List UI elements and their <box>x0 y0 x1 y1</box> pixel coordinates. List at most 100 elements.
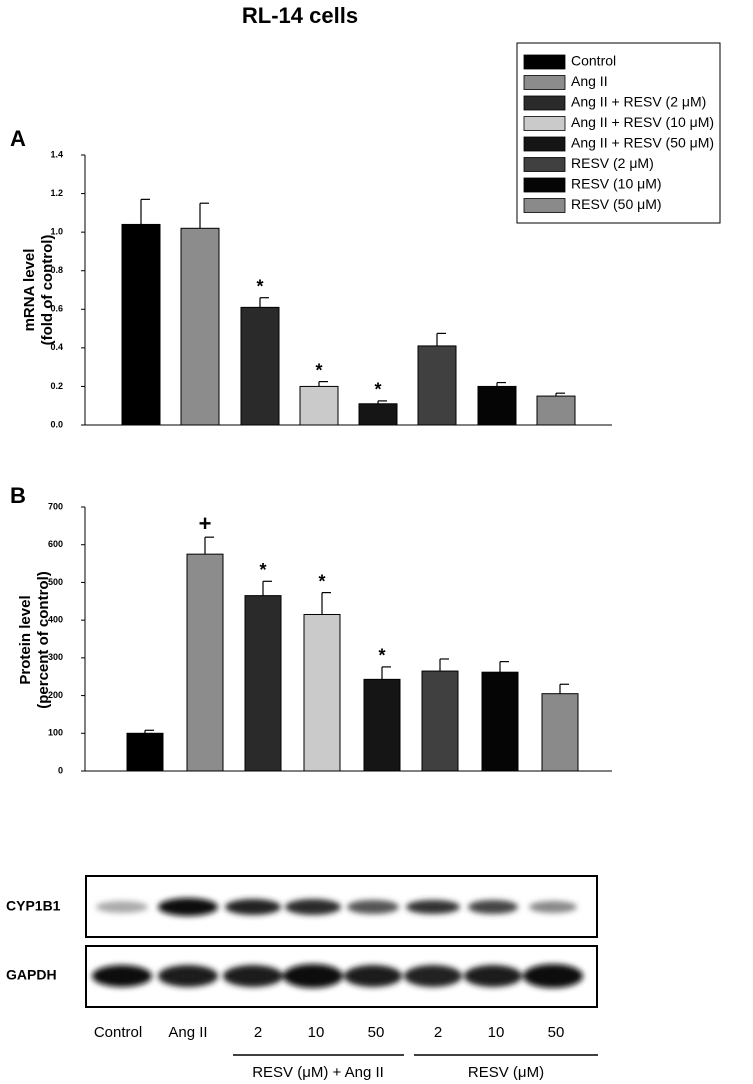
panel-label: A <box>10 126 26 151</box>
legend-label: Ang II <box>571 73 608 89</box>
lane-label: 2 <box>254 1024 262 1041</box>
legend-label: Ang II + RESV (10 μM) <box>571 114 714 130</box>
bar <box>121 223 161 426</box>
legend-swatch <box>523 177 566 193</box>
bar <box>186 553 224 772</box>
band <box>285 899 341 915</box>
bar <box>240 306 280 426</box>
y-tick-label: 1.4 <box>50 149 63 159</box>
bar <box>541 693 579 772</box>
y-tick-label: 300 <box>48 652 63 662</box>
bar <box>299 385 339 426</box>
y-tick-label: 0.4 <box>50 342 63 352</box>
error-bar <box>559 683 569 694</box>
western-blot <box>85 875 598 1056</box>
error-bar <box>199 202 209 229</box>
legend-label: Ang II + RESV (2 μM) <box>571 94 706 110</box>
significance-mark: + <box>199 511 212 536</box>
y-tick-label: 0.8 <box>50 265 63 275</box>
legend-label: RESV (10 μM) <box>571 176 662 192</box>
blot-row-label: CYP1B1 <box>6 898 61 914</box>
legend-swatch <box>523 75 566 90</box>
y-tick-label: 200 <box>48 690 63 700</box>
y-tick-label: 500 <box>48 577 63 587</box>
y-tick-label: 600 <box>48 539 63 549</box>
y-tick-label: 400 <box>48 615 63 625</box>
band <box>344 965 402 987</box>
significance-mark: * <box>318 571 325 591</box>
band <box>523 964 583 988</box>
error-bar <box>499 661 509 673</box>
y-tick-label: 0 <box>58 765 63 775</box>
lane-label: 10 <box>488 1024 505 1041</box>
band <box>529 901 577 913</box>
y-axis-label: mRNA level <box>21 249 38 332</box>
y-tick-label: 1.2 <box>50 188 63 198</box>
y-tick-label: 0.2 <box>50 381 63 391</box>
band <box>92 965 152 987</box>
band <box>468 900 518 914</box>
lane-label: 2 <box>434 1024 442 1041</box>
error-bar <box>436 332 446 346</box>
significance-mark: * <box>259 560 266 580</box>
y-tick-label: 0.6 <box>50 304 63 314</box>
band <box>406 900 460 914</box>
significance-mark: * <box>378 646 385 666</box>
y-tick-label: 1.0 <box>50 227 63 237</box>
error-bar <box>381 666 391 680</box>
y-axis-label: Protein level <box>17 595 34 684</box>
error-bar <box>555 392 565 397</box>
band <box>283 964 343 988</box>
bar <box>417 345 457 426</box>
lane-label: 50 <box>548 1024 565 1041</box>
y-tick-label: 100 <box>48 728 63 738</box>
bar <box>536 395 576 426</box>
blot-row-label: GAPDH <box>6 967 57 983</box>
bar <box>477 385 517 426</box>
error-bar <box>204 536 214 555</box>
legend-label: RESV (50 μM) <box>571 196 662 212</box>
band <box>225 899 281 915</box>
bar <box>126 732 164 772</box>
legend-swatch <box>523 198 566 213</box>
group-label: RESV (μM) <box>468 1064 544 1081</box>
y-tick-label: 0.0 <box>50 419 63 429</box>
error-bar <box>259 297 269 308</box>
error-bar <box>321 592 331 615</box>
legend-swatch <box>523 116 566 131</box>
lane-label: 50 <box>368 1024 385 1041</box>
bar <box>363 678 401 772</box>
band <box>347 900 399 914</box>
error-bar <box>377 400 387 404</box>
group-label: RESV (μM) + Ang II <box>252 1064 384 1081</box>
legend-swatch <box>523 157 566 172</box>
significance-mark: * <box>315 360 322 380</box>
lane-label: Control <box>94 1024 142 1041</box>
significance-mark: * <box>374 380 381 400</box>
lane-label: 10 <box>308 1024 325 1041</box>
legend-label: Control <box>571 53 616 69</box>
band <box>464 965 522 987</box>
bar <box>481 671 519 772</box>
y-tick-label: 700 <box>48 501 63 511</box>
y-axis-label: (percent of control) <box>35 571 52 709</box>
band <box>96 901 148 913</box>
figure-title: RL-14 cells <box>242 3 358 28</box>
legend-swatch <box>523 136 566 152</box>
bar <box>421 670 459 772</box>
error-bar <box>144 729 154 734</box>
error-bar <box>140 198 150 225</box>
band <box>404 965 462 987</box>
legend-label: RESV (2 μM) <box>571 155 654 171</box>
error-bar <box>496 381 506 387</box>
bar <box>180 227 220 426</box>
y-axis-label: (fold of control) <box>39 235 56 346</box>
legend-label: Ang II + RESV (50 μM) <box>571 135 714 151</box>
error-bar <box>262 580 272 596</box>
bar <box>358 403 398 426</box>
error-bar <box>318 381 328 387</box>
legend-swatch <box>523 95 566 111</box>
band <box>158 898 218 916</box>
